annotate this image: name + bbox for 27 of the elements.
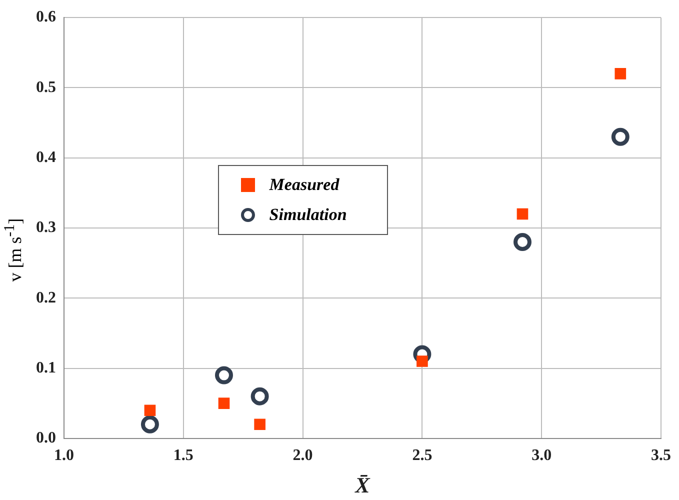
- y-tick-label: 0.5: [36, 78, 56, 96]
- y-tick-label: 0.0: [36, 430, 56, 447]
- point: [254, 418, 266, 430]
- x-tick-label: 3.5: [651, 447, 671, 464]
- point: [250, 387, 269, 406]
- point: [611, 128, 630, 146]
- point: [416, 356, 428, 367]
- x-tick-label: 1.5: [173, 447, 194, 464]
- y-tick-label: 0.6: [36, 8, 56, 26]
- y-tick-label: 0.3: [36, 219, 56, 236]
- y-tick-label: 0.4: [36, 149, 56, 166]
- point: [144, 404, 156, 416]
- point: [513, 233, 532, 252]
- x-tick-label: 1.0: [54, 447, 74, 464]
- legend-label: Measured: [269, 174, 340, 196]
- point: [218, 398, 230, 409]
- x-tick-label: 3.0: [532, 447, 552, 464]
- y-tick-label: 0.1: [36, 359, 56, 376]
- x-tick-label: 2.0: [292, 447, 313, 464]
- x-axis-title: X̄: [354, 472, 372, 498]
- point: [140, 415, 159, 434]
- point: [614, 68, 626, 80]
- y-tick-label: 0.2: [36, 289, 56, 306]
- x-tick-label: 2.5: [412, 447, 432, 464]
- legend-label: Simulation: [269, 204, 347, 226]
- point: [516, 208, 528, 220]
- point: [214, 366, 233, 384]
